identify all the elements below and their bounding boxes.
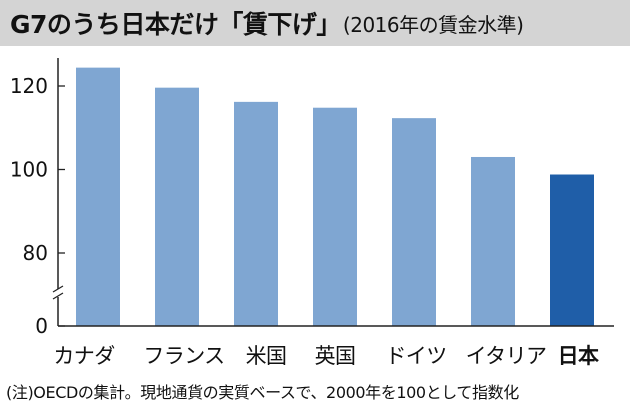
footnote: (注)OECDの集計。現地通貨の実質ベースで、2000年を100として指数化 — [6, 383, 519, 402]
axis-break-gap — [53, 289, 63, 297]
x-tick-label-1: カナダ — [53, 344, 115, 368]
y-tick-label-100: 100 — [10, 158, 48, 182]
x-tick-label-7: 日本 — [558, 344, 599, 368]
bar-5 — [392, 118, 436, 327]
chart-title: G7のうち日本だけ「賃下げ」 — [10, 10, 341, 39]
x-tick-label-5: ドイツ — [385, 344, 446, 368]
bar-7 — [550, 174, 594, 326]
bar-2 — [155, 87, 199, 326]
chart-subtitle: (2016年の賃金水準) — [342, 12, 524, 37]
x-tick-label-2: フランス — [143, 344, 224, 368]
y-tick-label-80: 80 — [23, 241, 48, 265]
x-tick-label-3: 米国 — [246, 344, 287, 368]
y-tick-label-0: 0 — [35, 314, 48, 338]
bar-6 — [471, 156, 515, 326]
bar-1 — [76, 67, 120, 326]
bar-4 — [313, 107, 357, 327]
bar-3 — [234, 101, 278, 327]
y-tick-label-120: 120 — [10, 74, 48, 98]
axis-break-mark — [52, 285, 64, 300]
x-tick-label-4: 英国 — [315, 344, 356, 368]
x-tick-label-6: イタリア — [466, 344, 547, 368]
chart-title-bar: G7のうち日本だけ「賃下げ」 (2016年の賃金水準) — [0, 0, 630, 46]
